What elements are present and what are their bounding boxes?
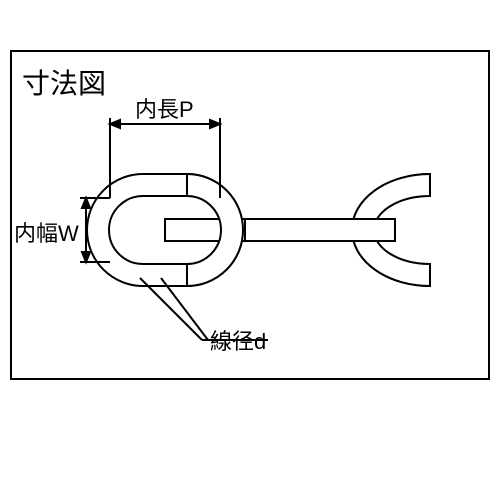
label-inner-length: 内長P [135,92,194,124]
label-inner-width: 内幅W [14,216,79,248]
label-wire-diameter: 線径d [210,324,266,356]
chain-diagram-svg [0,0,500,500]
diagram-canvas: 寸法図 [0,0,500,500]
